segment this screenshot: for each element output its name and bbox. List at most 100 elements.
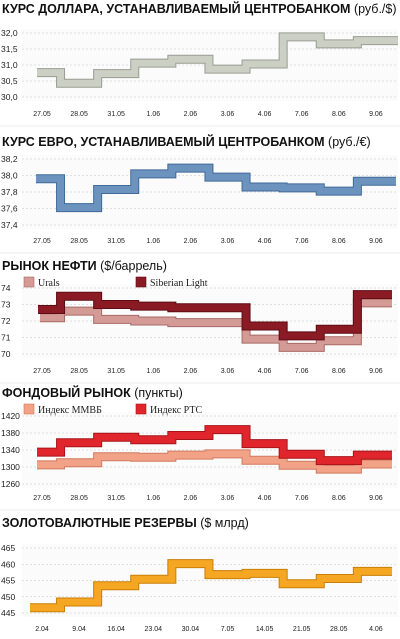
x-tick-label: 7.05 [221,626,235,633]
series-1 [37,32,398,88]
chart-unit: (пункты) [134,386,183,400]
x-tick-label: 14.05 [256,626,274,633]
x-tick-label: 3.06 [221,111,235,118]
x-tick-label: 2.06 [184,368,198,375]
series-2 [38,290,392,341]
chart-title-text: ЗОЛОТОВАЛЮТНЫЕ РЕЗЕРВЫ [2,516,200,530]
x-tick-label: 9.06 [369,495,383,502]
x-tick-label: 9.06 [369,111,383,118]
x-tick-label: 28.05 [330,626,348,633]
y-tick-label: 1260 [1,479,20,489]
x-tick-label: 21.05 [293,626,311,633]
y-tick-label: 70 [1,349,11,359]
x-tick-label: 4.06 [258,111,272,118]
chart-3: РЫНОК НЕФТИ ($/баррель) 74 73 72 71 70 27.05 28… [0,259,400,384]
x-tick-label: 2.06 [184,495,198,502]
chart-2: КУРС ЕВРО, УСТАНАВЛИВАЕМЫЙ ЦЕНТРОБАНКОМ … [0,134,400,254]
x-tick-label: 4.06 [258,368,272,375]
y-tick-label: 31,5 [1,44,18,54]
chart-title: КУРС ЕВРО, УСТАНАВЛИВАЕМЫЙ ЦЕНТРОБАНКОМ … [2,134,371,149]
chart-title-text: КУРС ДОЛЛАРА, УСТАНАВЛИВАЕМЫЙ ЦЕНТРОБАНК… [2,1,354,16]
chart-1: КУРС ДОЛЛАРА, УСТАНАВЛИВАЕМЫЙ ЦЕНТРОБАНК… [0,1,400,127]
x-tick-label: 7.06 [295,238,309,245]
y-tick-label: 38,2 [1,154,18,164]
y-tick-label: 73 [1,300,11,310]
legend-swatch [135,276,147,288]
y-tick-label: 1300 [1,462,20,472]
x-tick-label: 27.05 [33,111,51,118]
legend-label: Индекс РТС [150,405,202,416]
y-tick-label: 72 [1,316,11,326]
legend-label: Urals [38,278,60,289]
y-tick-label: 38,0 [1,171,18,181]
x-tick-label: 27.05 [33,495,51,502]
y-tick-label: 74 [1,283,11,293]
x-tick-label: 28.05 [70,111,88,118]
y-tick-label: 450 [1,592,15,602]
x-tick-label: 1.06 [146,111,160,118]
series-1 [37,449,392,474]
x-tick-label: 8.06 [332,238,346,245]
x-tick-label: 8.06 [332,368,346,375]
series-2 [37,425,392,466]
legend-swatch [135,403,147,415]
series-line [37,426,392,465]
y-tick-label: 30,5 [1,76,18,86]
chart-unit: ($ млрд) [200,516,249,530]
x-tick-label: 31.05 [107,495,125,502]
y-tick-label: 30,0 [1,92,18,102]
x-tick-label: 2.04 [35,626,49,633]
x-tick-label: 4.06 [369,626,383,633]
series-line [37,450,392,473]
y-tick-label: 71 [1,333,11,343]
chart-title: ФОНДОВЫЙ РЫНОК (пункты) [2,385,183,400]
x-tick-label: 1.06 [146,368,160,375]
legend-swatch [23,403,35,415]
chart-title-text: ФОНДОВЫЙ РЫНОК [2,385,134,400]
series-line [37,33,398,87]
legend-label: Индекс ММВБ [38,405,102,416]
x-tick-label: 7.06 [295,368,309,375]
x-tick-label: 2.06 [184,238,198,245]
x-tick-label: 16.04 [107,626,125,633]
chart-title-text: КУРС ЕВРО, УСТАНАВЛИВАЕМЫЙ ЦЕНТРОБАНКОМ [2,134,328,149]
series-line [36,164,396,212]
series-1 [40,298,392,352]
chart-5: ЗОЛОТОВАЛЮТНЫЕ РЕЗЕРВЫ ($ млрд) 465 460 455… [1,516,398,633]
x-tick-label: 8.06 [332,495,346,502]
x-tick-label: 4.06 [258,238,272,245]
x-tick-label: 3.06 [221,238,235,245]
series-line [40,299,392,351]
x-tick-label: 27.05 [33,238,51,245]
y-tick-label: 1420 [1,411,20,421]
y-tick-label: 445 [1,608,15,618]
y-tick-label: 1340 [1,445,20,455]
chart-title: ЗОЛОТОВАЛЮТНЫЕ РЕЗЕРВЫ ($ млрд) [2,516,249,530]
y-tick-label: 465 [1,543,15,553]
x-tick-label: 3.06 [221,368,235,375]
x-tick-label: 30.04 [182,626,200,633]
chart-title: КУРС ДОЛЛАРА, УСТАНАВЛИВАЕМЫЙ ЦЕНТРОБАНК… [2,1,397,16]
y-tick-label: 32,0 [1,28,18,38]
chart-4: ФОНДОВЫЙ РЫНОК (пункты) 1420 1380 1340 1300 1… [0,385,400,511]
series-1 [30,559,392,613]
x-tick-label: 31.05 [107,111,125,118]
x-tick-label: 23.04 [145,626,163,633]
series-line [30,560,392,612]
legend-label: Siberian Light [150,278,208,289]
chart-unit: (руб./€) [328,135,371,149]
x-tick-label: 4.06 [258,495,272,502]
x-tick-label: 28.05 [70,238,88,245]
legend: Индекс ММВБ Индекс РТС [23,403,202,416]
x-tick-label: 7.06 [295,495,309,502]
y-tick-label: 460 [1,559,15,569]
x-tick-label: 31.05 [107,368,125,375]
x-tick-label: 7.06 [295,111,309,118]
x-tick-label: 9.06 [369,238,383,245]
y-tick-label: 455 [1,576,15,586]
series-line [38,291,392,340]
chart-title-text: РЫНОК НЕФТИ [2,259,100,273]
legend-swatch [23,276,35,288]
chart-unit: ($/баррель) [100,259,167,273]
